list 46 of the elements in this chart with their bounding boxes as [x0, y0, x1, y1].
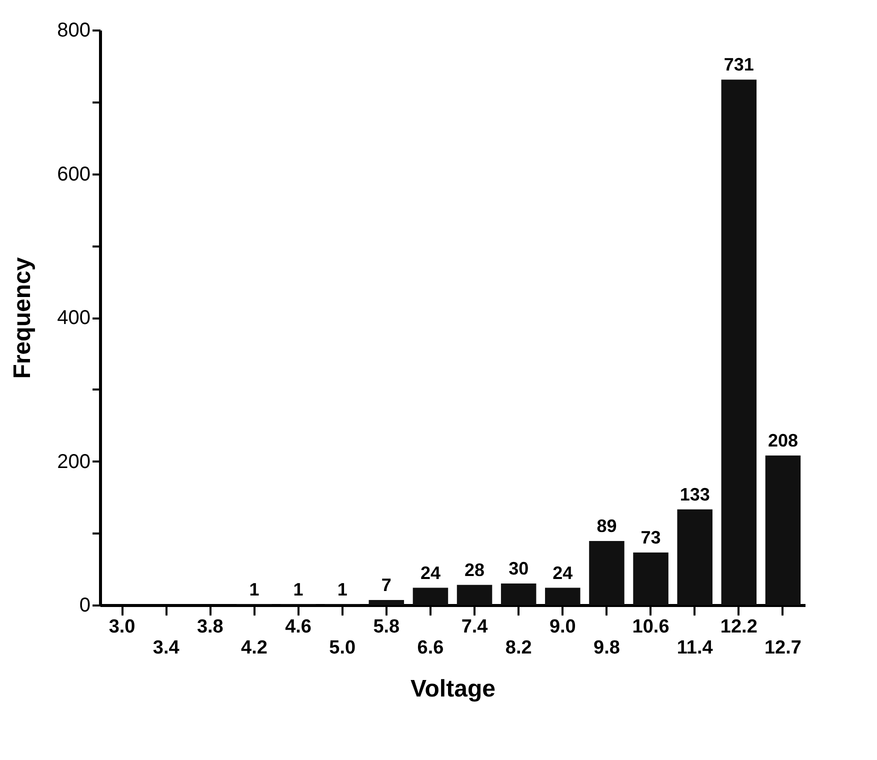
bar: [456, 584, 492, 605]
bar: [589, 541, 624, 605]
x-axis-title: Voltage: [410, 676, 496, 702]
data-label: 28: [464, 560, 485, 580]
data-label: 731: [724, 54, 754, 75]
x-tick-label: 9.8: [594, 638, 620, 658]
y-tick-label: 800: [57, 20, 90, 42]
data-label: 24: [552, 562, 573, 583]
x-tick-label: 3.4: [152, 638, 180, 658]
x-tick-label: 12.2: [720, 616, 758, 638]
y-axis-title: Frequency: [9, 256, 36, 379]
bar: [721, 80, 757, 605]
x-tick-label: 9.0: [549, 616, 576, 638]
x-tick-label: 10.6: [632, 616, 670, 638]
x-tick-label: 3.8: [196, 616, 224, 638]
x-tick-label: 5.0: [329, 638, 356, 658]
data-label: 30: [508, 558, 529, 578]
data-label: 89: [596, 516, 617, 536]
data-label: 133: [680, 484, 710, 504]
bar: [677, 509, 712, 605]
x-tick-label: 8.2: [505, 638, 532, 658]
bar: [765, 456, 801, 605]
bar: [633, 552, 668, 605]
data-label: 208: [768, 430, 798, 450]
bar: [500, 583, 536, 605]
data-label: 7: [381, 574, 392, 595]
data-label: 24: [420, 562, 440, 583]
x-tick-label: 11.4: [676, 638, 714, 658]
data-label: 73: [640, 528, 661, 548]
y-tick-label: 600: [57, 163, 90, 186]
x-tick-label: 12.7: [764, 638, 802, 658]
x-tick-label: 3.0: [108, 616, 136, 638]
data-label: 1: [293, 579, 304, 600]
x-tick-label: 5.8: [373, 616, 400, 638]
x-tick-label: 7.4: [461, 616, 488, 638]
x-tick-label: 4.2: [241, 638, 268, 658]
x-tick-label: 4.6: [285, 616, 312, 638]
data-label: 1: [337, 579, 348, 600]
y-tick-label: 400: [57, 307, 90, 329]
x-tick-label: 6.6: [417, 638, 444, 658]
bar: [412, 588, 448, 605]
y-tick-label: 200: [57, 450, 90, 473]
y-tick-label: 0: [79, 594, 90, 616]
bar: [545, 588, 580, 605]
bar: [368, 600, 404, 605]
data-label: 1: [249, 579, 260, 600]
